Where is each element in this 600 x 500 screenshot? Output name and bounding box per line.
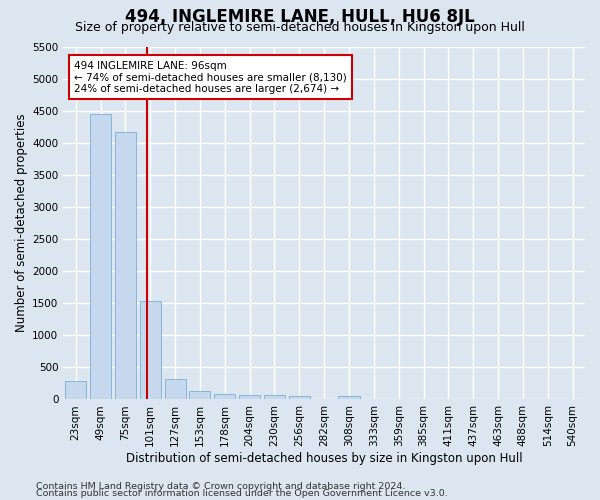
- Bar: [214, 394, 235, 400]
- Y-axis label: Number of semi-detached properties: Number of semi-detached properties: [15, 114, 28, 332]
- Bar: [164, 379, 185, 400]
- X-axis label: Distribution of semi-detached houses by size in Kingston upon Hull: Distribution of semi-detached houses by …: [126, 452, 523, 465]
- Bar: [90, 114, 111, 400]
- Bar: [140, 300, 161, 400]
- Text: 494, INGLEMIRE LANE, HULL, HU6 8JL: 494, INGLEMIRE LANE, HULL, HU6 8JL: [125, 8, 475, 26]
- Text: Size of property relative to semi-detached houses in Kingston upon Hull: Size of property relative to semi-detach…: [75, 21, 525, 34]
- Bar: [338, 396, 359, 400]
- Text: Contains public sector information licensed under the Open Government Licence v3: Contains public sector information licen…: [36, 489, 448, 498]
- Bar: [289, 396, 310, 400]
- Bar: [115, 132, 136, 400]
- Bar: [239, 395, 260, 400]
- Text: 494 INGLEMIRE LANE: 96sqm
← 74% of semi-detached houses are smaller (8,130)
24% : 494 INGLEMIRE LANE: 96sqm ← 74% of semi-…: [74, 60, 346, 94]
- Text: Contains HM Land Registry data © Crown copyright and database right 2024.: Contains HM Land Registry data © Crown c…: [36, 482, 406, 491]
- Bar: [264, 396, 285, 400]
- Bar: [65, 382, 86, 400]
- Bar: [190, 392, 211, 400]
